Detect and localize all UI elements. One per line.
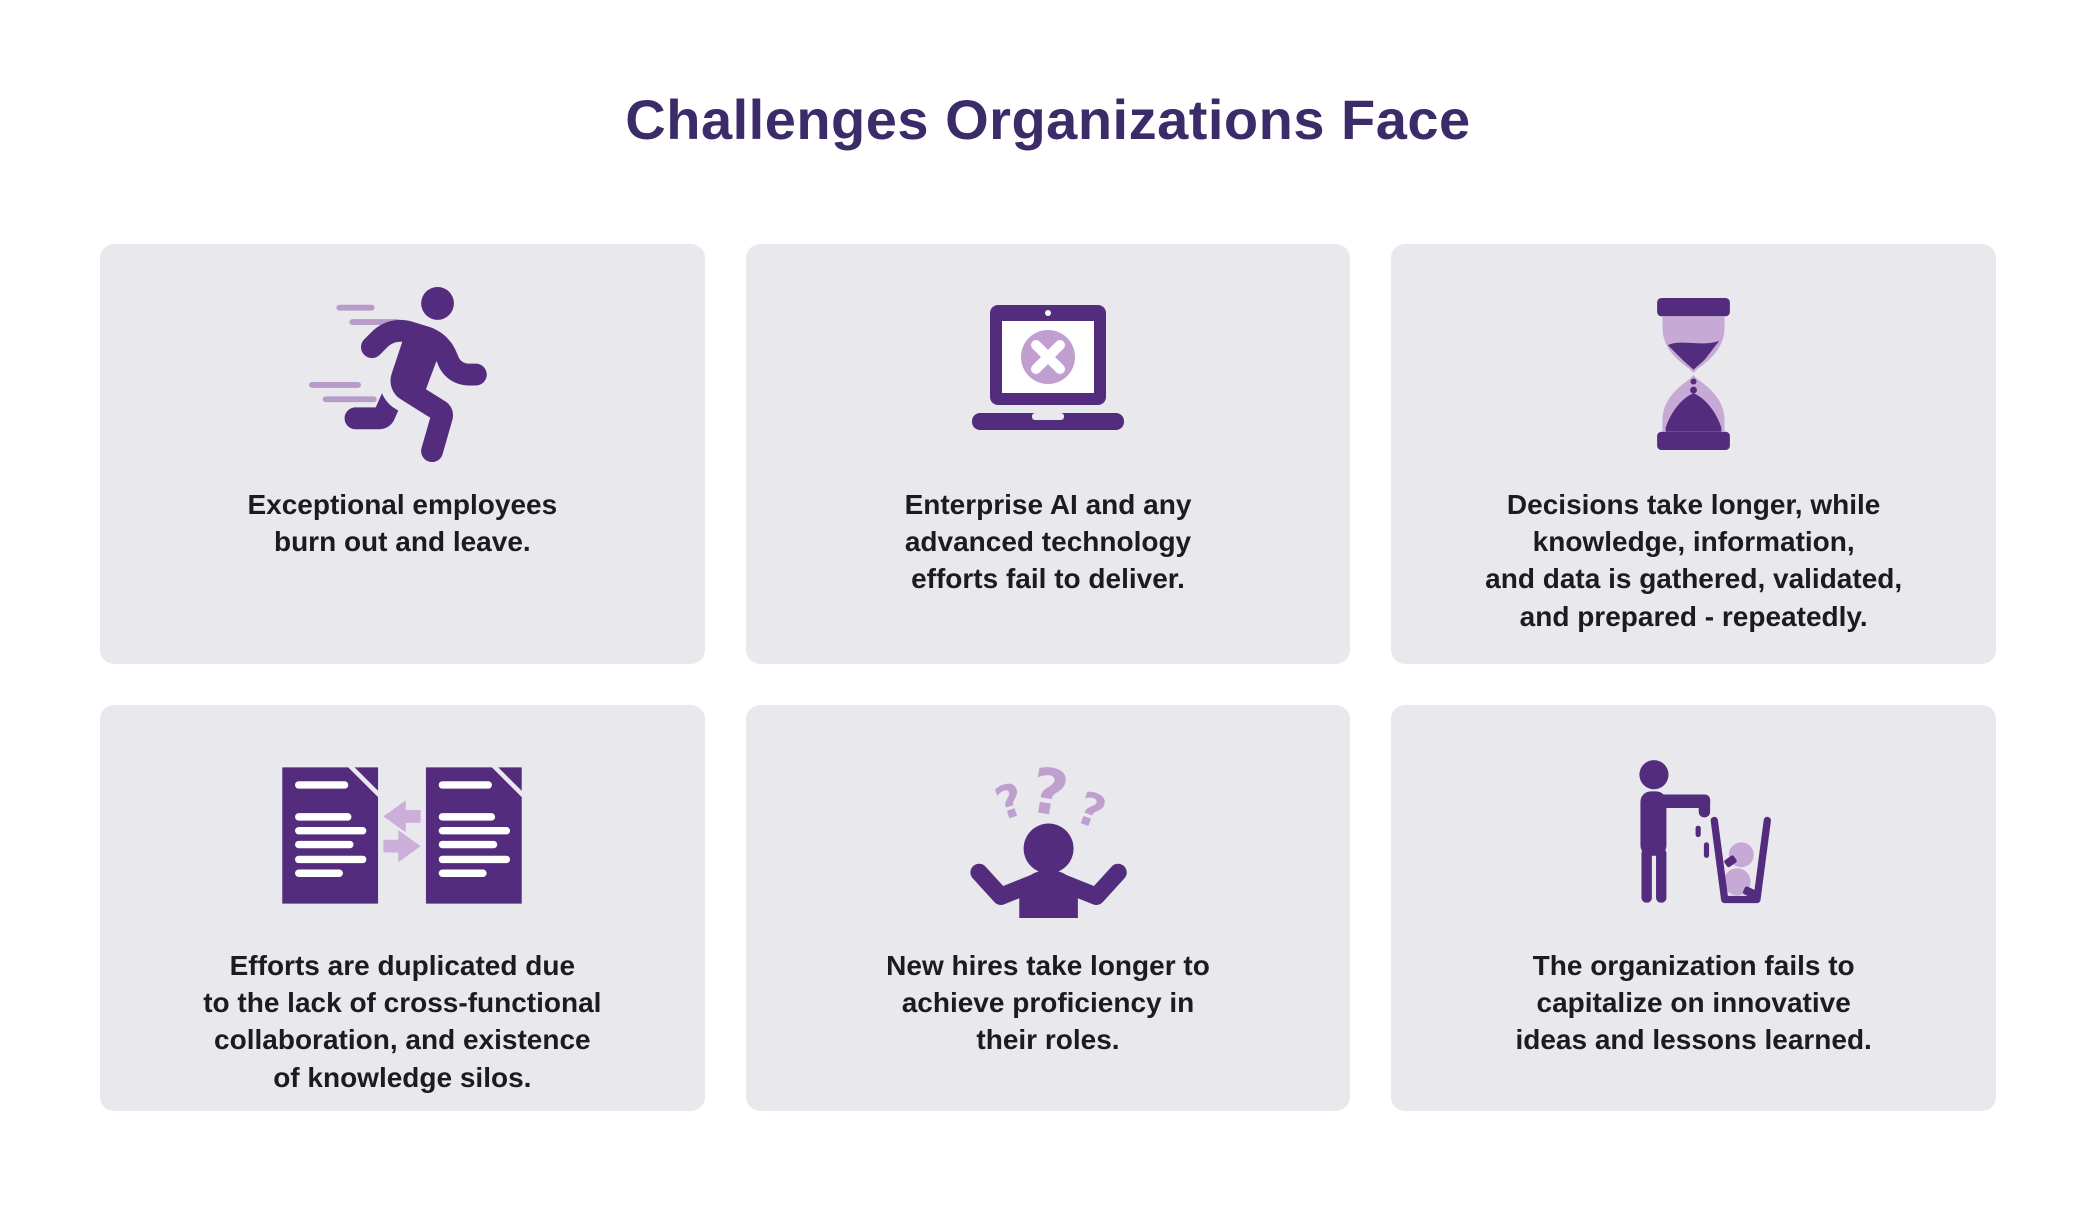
svg-text:?: ? [1025, 753, 1074, 831]
icon-box [282, 745, 523, 925]
challenge-card-discarded-ideas: The organization fails to capitalize on … [1391, 705, 1996, 1111]
svg-text:?: ? [1070, 781, 1113, 840]
duplicated-documents-icon [282, 766, 523, 904]
icon-box [1608, 745, 1780, 925]
icon-box [948, 284, 1148, 464]
card-text: Exceptional employees burn out and leave… [247, 489, 558, 558]
icon-box [306, 284, 498, 464]
challenges-grid: Exceptional employees burn out and leave… [100, 244, 1996, 1111]
discarded-ideas-icon [1639, 760, 1771, 904]
laptop-error-icon [971, 305, 1124, 430]
icon-box [1640, 284, 1747, 464]
card-text: The organization fails to capitalize on … [1515, 950, 1872, 1056]
challenge-card-slow-decisions: Decisions take longer, while knowledge, … [1391, 244, 1996, 664]
challenge-card-ai-fails: Enterprise AI and any advanced technolog… [745, 244, 1351, 664]
page-title: Challenges Organizations Face [625, 88, 1471, 151]
challenge-card-burnout: Exceptional employees burn out and leave… [100, 244, 705, 664]
exchange-arrows-icon [383, 799, 421, 862]
card-text: New hires take longer to achieve profici… [886, 950, 1210, 1056]
running-person-icon [309, 286, 488, 462]
card-text: Decisions take longer, while knowledge, … [1485, 489, 1903, 632]
hourglass-icon [1657, 298, 1731, 450]
card-text: Enterprise AI and any advanced technolog… [904, 489, 1192, 595]
challenge-card-duplicated-efforts: Efforts are duplicated due to the lack o… [100, 705, 705, 1111]
challenge-card-new-hires: ? ? ? New hires take longer to achieve p… [745, 705, 1351, 1111]
icon-box: ? ? ? [966, 745, 1129, 925]
confused-person-icon: ? ? ? [970, 753, 1128, 918]
card-text: Efforts are duplicated due to the lack o… [203, 950, 602, 1093]
